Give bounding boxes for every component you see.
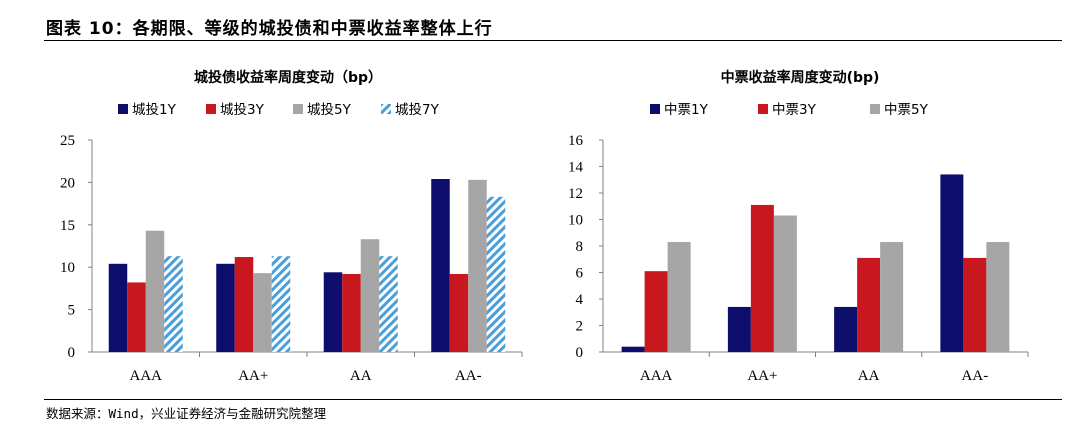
x-category-label: AA — [858, 368, 880, 384]
figure-title: 图表 10：各期限、等级的城投债和中票收益率整体上行 — [46, 19, 493, 39]
legend-swatch — [870, 104, 880, 114]
bar — [379, 256, 398, 352]
y-tick-label: 16 — [568, 133, 584, 149]
y-tick-label: 8 — [576, 239, 584, 255]
y-tick-label: 14 — [568, 160, 584, 176]
bar — [342, 273, 361, 352]
x-category-label: AA+ — [238, 368, 268, 384]
bar — [667, 242, 691, 352]
legend-swatch — [650, 104, 660, 114]
bar — [468, 179, 487, 352]
bar — [727, 306, 751, 352]
source-note: 数据来源：Wind，兴业证券经济与金融研究院整理 — [46, 406, 327, 421]
bar — [253, 273, 272, 352]
legend-label: 城投3Y — [220, 102, 265, 118]
bar — [621, 346, 645, 352]
bar — [108, 263, 128, 352]
x-category-label: AA — [350, 368, 372, 384]
chart-title: 城投债收益率周度变动（bp） — [194, 69, 382, 86]
bar — [271, 256, 291, 352]
y-tick-label: 20 — [60, 175, 75, 191]
bar — [750, 204, 774, 352]
bar — [145, 230, 165, 352]
bar — [127, 282, 146, 352]
legend-label: 城投1Y — [132, 102, 177, 118]
bar — [431, 179, 450, 352]
y-tick-label: 10 — [568, 213, 583, 229]
x-category-label: AAA — [130, 368, 163, 384]
legend-label: 城投5Y — [307, 102, 352, 118]
y-tick-label: 10 — [60, 260, 75, 276]
bar — [880, 242, 904, 352]
legend-swatch — [118, 104, 128, 114]
x-category-label: AA- — [455, 368, 482, 384]
legend-swatch — [293, 104, 303, 114]
source-rule — [44, 399, 1062, 400]
x-category-label: AAA — [640, 368, 673, 384]
legend-swatch — [206, 104, 216, 114]
bar — [940, 174, 964, 352]
y-tick-label: 12 — [568, 186, 583, 202]
bar — [857, 257, 881, 352]
legend-label: 中票1Y — [664, 102, 709, 118]
bar — [644, 271, 668, 352]
legend-label: 中票3Y — [772, 102, 817, 118]
y-tick-label: 0 — [68, 345, 76, 361]
y-tick-label: 2 — [576, 319, 584, 335]
bar — [449, 273, 469, 352]
y-tick-label: 5 — [68, 303, 76, 319]
y-tick-label: 4 — [576, 292, 584, 308]
bar — [360, 239, 380, 352]
y-tick-label: 6 — [576, 266, 584, 282]
y-tick-label: 25 — [60, 133, 75, 149]
bar — [963, 257, 987, 352]
bar — [234, 257, 254, 352]
bar — [216, 263, 235, 352]
y-tick-label: 0 — [576, 345, 584, 361]
legend-label: 中票5Y — [884, 102, 929, 118]
legend-label: 城投7Y — [395, 102, 440, 118]
bar — [323, 272, 343, 352]
bar — [486, 196, 506, 352]
legend-swatch — [381, 104, 391, 114]
bar — [834, 306, 858, 352]
bar — [164, 256, 183, 352]
title-rule — [44, 40, 1062, 41]
x-category-label: AA+ — [747, 368, 777, 384]
bar — [773, 215, 797, 352]
chart-title: 中票收益率周度变动(bp) — [721, 69, 880, 86]
chart-2: 中票收益率周度变动(bp) 中票1Y 中票3Y 中票5Y 0 2 4 6 8 10 12 14 16 AA… — [568, 69, 1029, 384]
bar — [986, 242, 1010, 352]
chart-1: 城投债收益率周度变动（bp） 城投1Y 城投3Y 城投5Y 城投7Y 0 5 10 15 20 25… — [60, 69, 523, 384]
y-tick-label: 15 — [60, 218, 75, 234]
legend-swatch — [758, 104, 768, 114]
x-category-label: AA- — [962, 368, 989, 384]
